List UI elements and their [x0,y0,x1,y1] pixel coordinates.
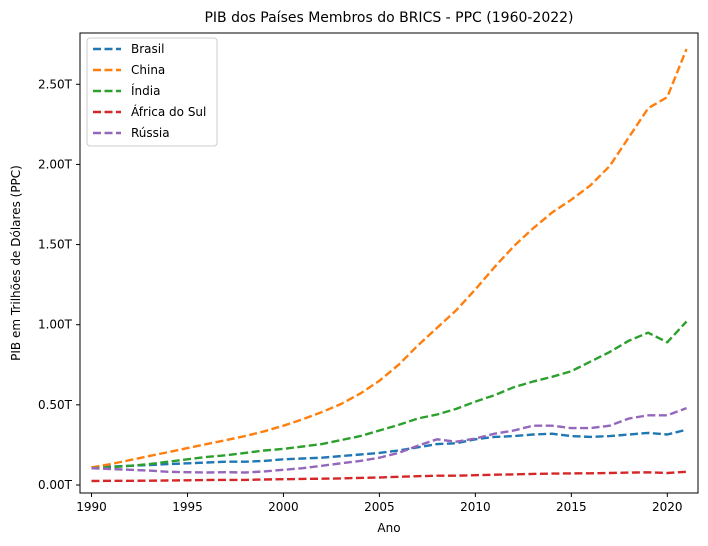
legend-frame [86,37,218,147]
plot-area [79,32,699,494]
x-tick-label: 2015 [556,500,587,514]
y-tick-label: 0.50T [38,398,73,412]
x-tick-label: 1990 [76,500,107,514]
legend: Brasil China Índia África do Sul Rússia [86,37,218,147]
y-tick-label: 2.50T [38,77,73,91]
y-tick-label: 1.00T [38,318,73,332]
x-tick-label: 2020 [652,500,683,514]
legend-label: Brasil [131,42,164,56]
legend-label: Rússia [131,126,170,140]
x-axis: 1990 1995 2000 2005 2010 2015 2020 [76,493,683,514]
series-line--ndia [91,320,688,470]
series-line-china [91,48,688,469]
y-axis: 0.00T 0.50T 1.00T 1.50T 2.00T 2.50T [38,77,80,492]
x-axis-label: Ano [377,521,400,535]
series-lines [91,48,688,483]
x-tick-label: 2010 [460,500,491,514]
x-tick-label: 2005 [364,500,395,514]
legend-label: China [131,63,165,77]
y-tick-label: 2.00T [38,157,73,171]
x-tick-label: 1995 [172,500,203,514]
legend-label: Índia [131,83,160,98]
chart-title: PIB dos Países Membros do BRICS - PPC (1… [204,10,573,26]
series-line-brasil [91,428,687,469]
plot-frame [79,32,699,494]
y-axis-label: PIB em Trilhões de Dólares (PPC) [9,165,23,361]
y-tick-label: 1.50T [38,238,73,252]
y-tick-label: 0.00T [38,478,73,492]
series-line-r-ssia [91,406,687,474]
series-line--frica-do-sul [91,470,687,483]
x-tick-label: 2000 [268,500,299,514]
legend-label: África do Sul [131,104,206,119]
